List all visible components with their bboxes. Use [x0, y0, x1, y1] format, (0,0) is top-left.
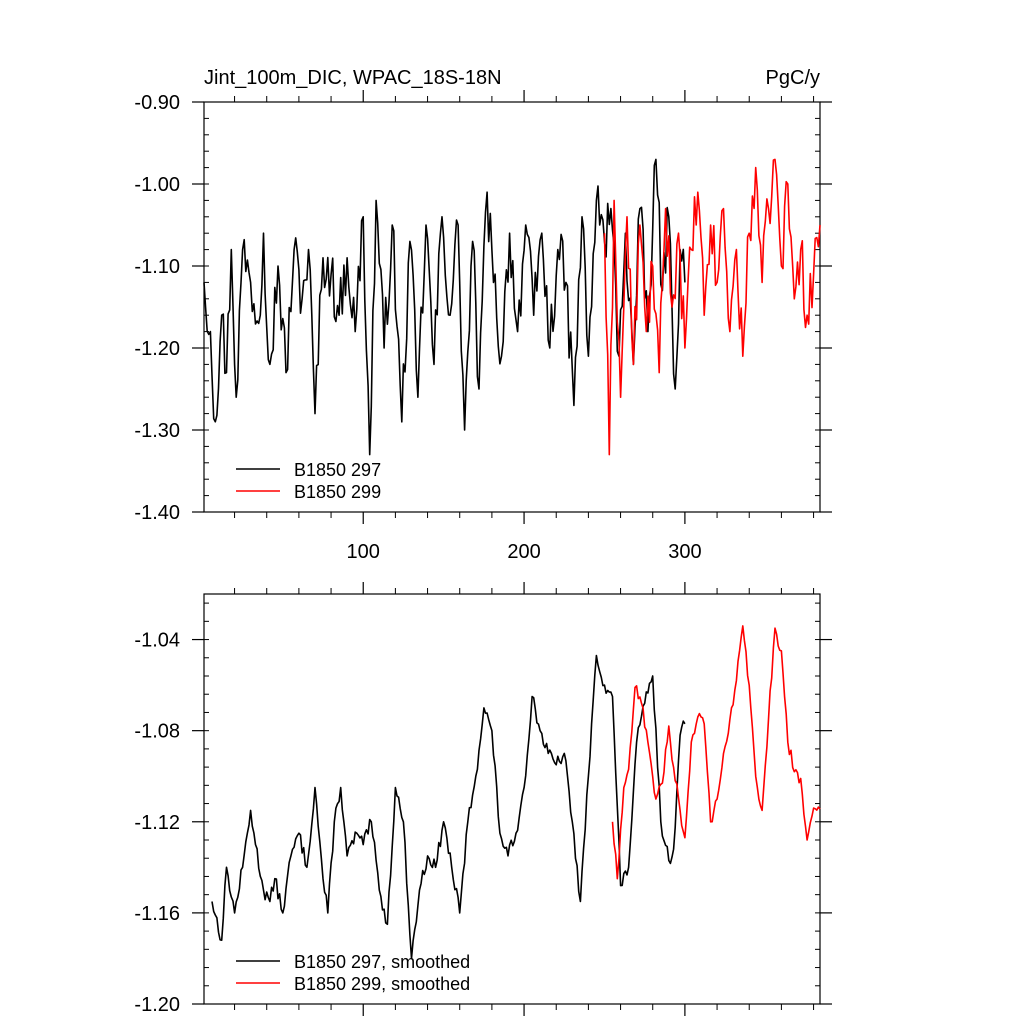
legend-label-2: B1850 299, smoothed [294, 974, 470, 994]
chart-title: Jint_100m_DIC, WPAC_18S-18N [204, 67, 502, 89]
y-tick-label: -1.00 [134, 174, 180, 196]
plot-frame-1 [203, 593, 821, 1005]
legend-label-1: B1850 297 [294, 460, 381, 480]
legend-label-2: B1850 299 [294, 482, 381, 502]
series-line-2 [603, 158, 821, 456]
bottom-panel: -1.20 -1.16 -1.12 -1.08 -1.04 B1850 297, smoo… [134, 582, 832, 1016]
y-tick-label: -1.20 [134, 994, 180, 1016]
x-tick-label: 300 [668, 541, 701, 563]
y-tick-label: -1.08 [134, 721, 180, 743]
chart-units: PgC/y [766, 67, 820, 89]
y-tick-label: -1.12 [134, 812, 180, 834]
y-tick-label: -1.16 [134, 903, 180, 925]
plot-frame-0 [203, 101, 821, 513]
series-line-1 [211, 654, 686, 960]
y-tick-label: -1.04 [134, 630, 180, 652]
y-tick-label: -1.20 [134, 338, 180, 360]
x-tick-label: 100 [347, 541, 380, 563]
x-tick-label: 200 [507, 541, 540, 563]
series-line-2 [611, 625, 821, 880]
y-tick-label: -1.40 [134, 502, 180, 524]
y-tick-label: -1.10 [134, 256, 180, 278]
y-tick-label: -1.30 [134, 420, 180, 442]
y-tick-label: -0.90 [134, 92, 180, 114]
legend-label-1: B1850 297, smoothed [294, 952, 470, 972]
top-panel: -1.40 -1.30 -1.20 -1.10 -1.00 -0.90 100 200 300 B… [134, 90, 832, 563]
